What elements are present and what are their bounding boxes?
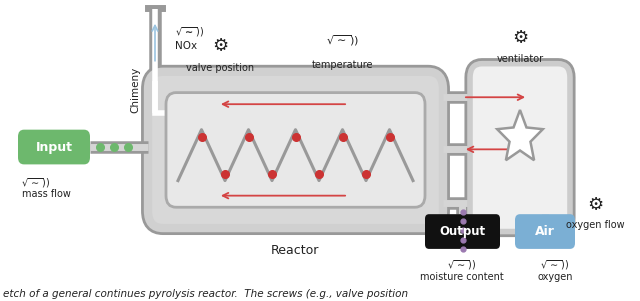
Text: NOx: NOx <box>175 41 197 51</box>
Text: $\sqrt{\sim}$)): $\sqrt{\sim}$)) <box>326 33 360 48</box>
Text: $\sqrt{\sim}$)): $\sqrt{\sim}$)) <box>447 258 477 272</box>
Text: etch of a general continues pyrolysis reactor.  The screws (e.g., valve position: etch of a general continues pyrolysis re… <box>3 289 408 299</box>
FancyBboxPatch shape <box>515 214 575 249</box>
Text: ⚙: ⚙ <box>587 196 603 214</box>
Text: Reactor: Reactor <box>271 244 319 257</box>
Text: Chimeny: Chimeny <box>130 67 140 113</box>
Text: oxygen: oxygen <box>537 272 573 282</box>
Text: Output: Output <box>439 225 485 238</box>
Text: ventilator: ventilator <box>497 54 543 64</box>
Text: valve position: valve position <box>186 63 254 73</box>
FancyBboxPatch shape <box>470 64 570 231</box>
FancyBboxPatch shape <box>148 72 443 228</box>
FancyBboxPatch shape <box>166 93 425 207</box>
Text: ⚙: ⚙ <box>512 29 528 47</box>
Text: Input: Input <box>35 141 72 154</box>
Text: mass flow: mass flow <box>22 190 70 200</box>
Text: $\sqrt{\sim}$)): $\sqrt{\sim}$)) <box>540 258 570 272</box>
Text: moisture content: moisture content <box>420 272 504 282</box>
FancyBboxPatch shape <box>148 72 443 228</box>
FancyBboxPatch shape <box>425 214 500 249</box>
Text: ⚙: ⚙ <box>212 37 228 55</box>
Text: $\sqrt{\mathbf{\sim}}$)): $\sqrt{\mathbf{\sim}}$)) <box>175 26 204 39</box>
Text: Air: Air <box>535 225 555 238</box>
Text: $\sqrt{\sim}$)): $\sqrt{\sim}$)) <box>21 176 51 190</box>
FancyBboxPatch shape <box>18 130 90 164</box>
Text: oxygen flow: oxygen flow <box>566 220 624 230</box>
Text: temperature: temperature <box>312 60 374 70</box>
Polygon shape <box>497 110 543 160</box>
FancyBboxPatch shape <box>470 64 570 231</box>
